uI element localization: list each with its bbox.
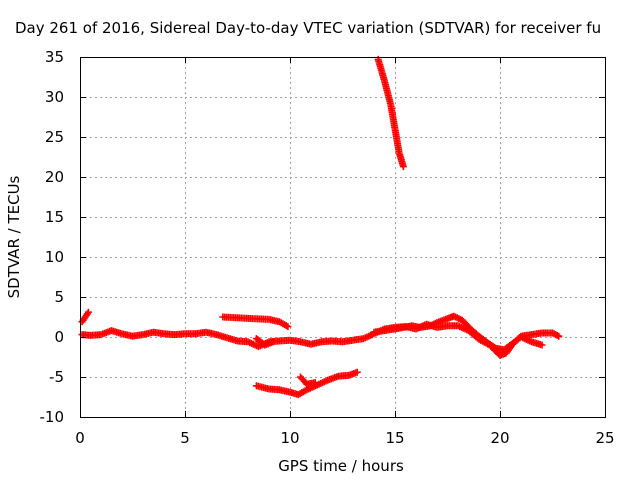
y-tick-label: -10: [40, 408, 65, 426]
y-tick-label: 20: [45, 168, 64, 186]
grid-lines: [80, 57, 605, 417]
y-axis-label: SDTVAR / TECUs: [5, 175, 23, 298]
tick-marks: [80, 57, 606, 418]
data-point: [311, 379, 319, 387]
x-tick-label: 20: [490, 429, 509, 447]
data-point: [399, 163, 407, 171]
tick-labels: 0 5 10 15 20 25 -10 -5 0 5 10 15 20 25 30 35: [40, 48, 615, 447]
x-tick-label: 10: [280, 429, 299, 447]
data-point: [284, 323, 292, 331]
chart-title: Day 261 of 2016, Sidereal Day-to-day VTE…: [15, 19, 601, 37]
y-tick-label: 15: [45, 208, 64, 226]
data-point: [84, 308, 92, 316]
y-tick-label: 30: [45, 88, 64, 106]
data-point: [555, 332, 563, 340]
x-tick-label: 25: [595, 429, 614, 447]
y-tick-label: 10: [45, 248, 64, 266]
plot-frame: [80, 57, 606, 418]
x-tick-label: 0: [75, 429, 85, 447]
y-tick-label: 35: [45, 48, 64, 66]
y-tick-label: 0: [54, 328, 64, 346]
y-tick-label: 25: [45, 128, 64, 146]
data-point: [353, 368, 361, 376]
x-tick-label: 5: [180, 429, 190, 447]
data-points: [78, 55, 563, 399]
y-tick-label: -5: [49, 368, 64, 386]
data-point: [269, 338, 277, 346]
y-tick-label: 5: [54, 288, 64, 306]
data-point: [538, 341, 546, 349]
x-axis-label: GPS time / hours: [278, 457, 404, 475]
x-tick-label: 15: [385, 429, 404, 447]
